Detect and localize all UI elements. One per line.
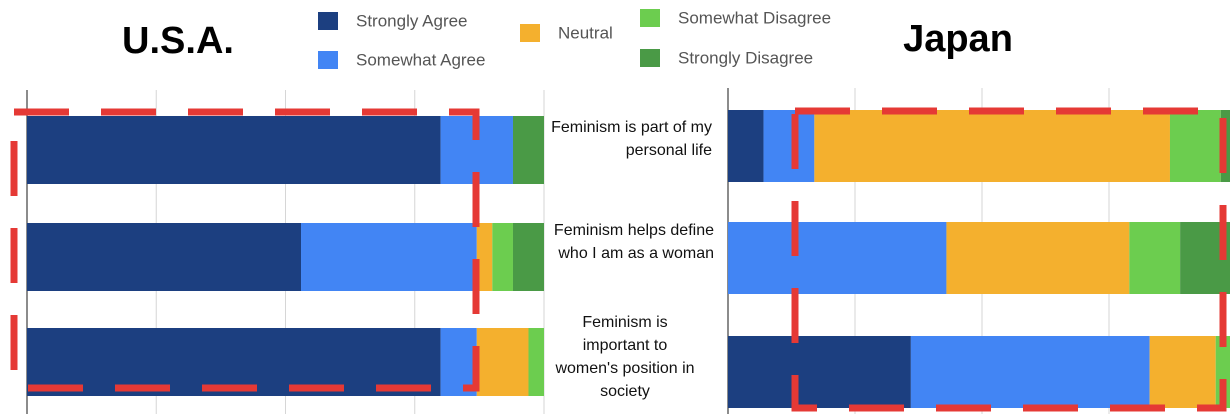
legend-label: Neutral xyxy=(558,23,613,42)
bar-segment xyxy=(728,336,911,408)
category-label: Feminism is part of my personal life xyxy=(551,119,712,159)
legend-swatch xyxy=(318,12,338,30)
legend-label: Strongly Agree xyxy=(356,11,468,30)
bar-segment xyxy=(1169,110,1221,182)
category-label: Feminism is important to women's positio… xyxy=(555,314,695,400)
legend-label: Somewhat Agree xyxy=(356,50,485,69)
annotation-box xyxy=(791,107,1227,412)
bar-segment xyxy=(946,222,1130,294)
bar-segment xyxy=(476,328,529,396)
bar-segment xyxy=(492,223,513,291)
bar-segment xyxy=(910,336,1150,408)
bar-segment xyxy=(1129,222,1181,294)
bar-segment xyxy=(512,223,544,291)
bar-segment xyxy=(512,116,544,184)
legend-label: Strongly Disagree xyxy=(678,48,813,67)
legend-swatch xyxy=(640,49,660,67)
annotation-box xyxy=(10,108,480,392)
bar-segment xyxy=(27,116,441,184)
bar-segment xyxy=(476,223,493,291)
legend-label: Somewhat Disagree xyxy=(678,8,831,27)
bar-segment xyxy=(728,110,764,182)
bar-segment xyxy=(301,223,477,291)
bar-segment xyxy=(27,223,302,291)
bar-segment xyxy=(1149,336,1216,408)
category-label: Feminism helps define who I am as a woma… xyxy=(553,222,714,262)
legend-swatch xyxy=(640,9,660,27)
panel-title: Japan xyxy=(903,18,1013,60)
legend-swatch xyxy=(520,24,540,42)
bar-segment xyxy=(728,222,947,294)
bar-segment xyxy=(528,328,544,396)
bar-segment xyxy=(763,110,815,182)
panel-title: U.S.A. xyxy=(122,20,234,62)
legend-swatch xyxy=(318,51,338,69)
bar-segment xyxy=(814,110,1170,182)
